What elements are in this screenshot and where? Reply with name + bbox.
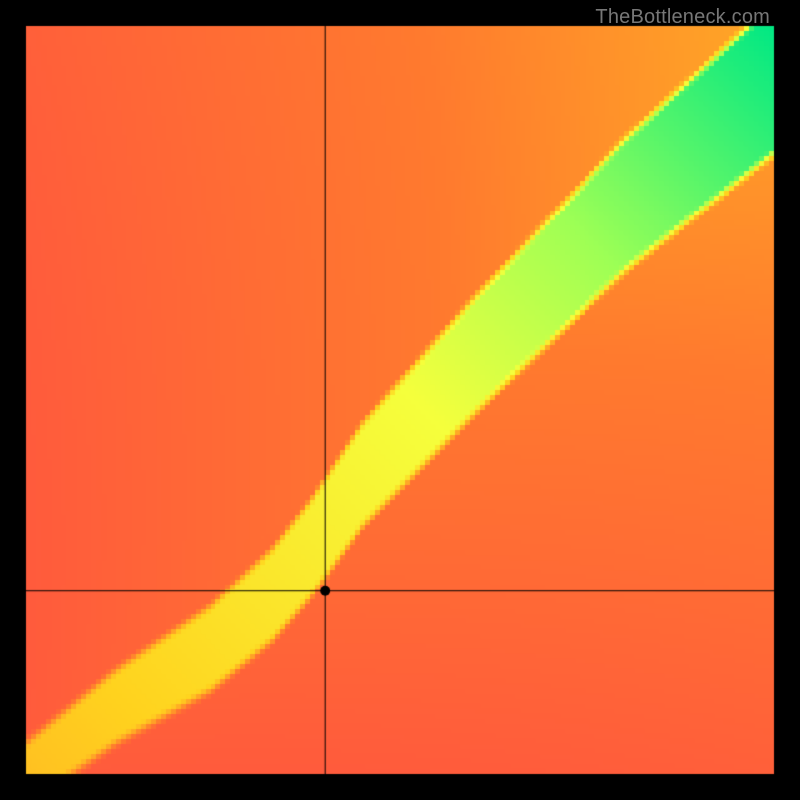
chart-container: TheBottleneck.com <box>0 0 800 800</box>
bottleneck-heatmap <box>0 0 800 800</box>
watermark: TheBottleneck.com <box>595 6 770 29</box>
